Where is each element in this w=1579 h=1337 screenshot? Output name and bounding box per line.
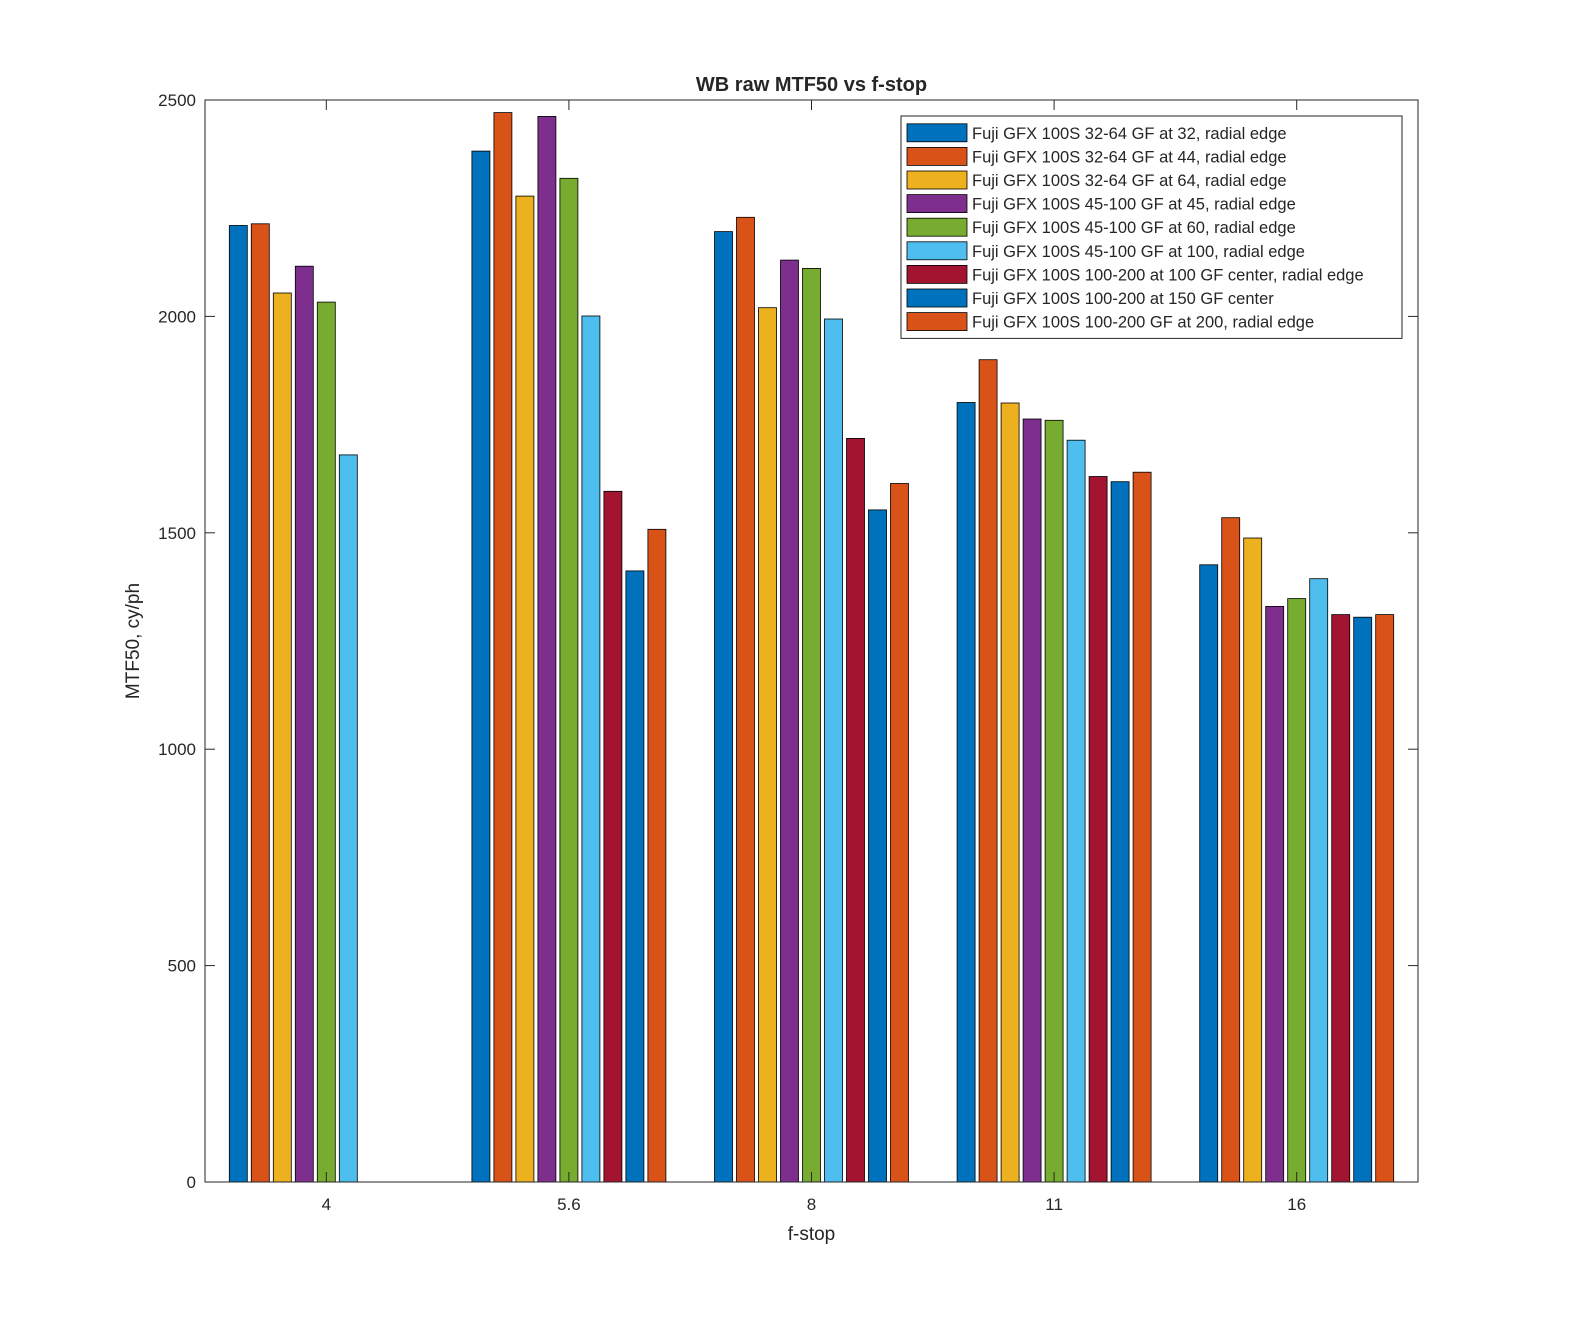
bar-8-fstop-8 bbox=[868, 509, 887, 1183]
legend-entry-label: Fuji GFX 100S 100-200 GF at 200, radial … bbox=[972, 314, 1314, 332]
bar-9-fstop-8 bbox=[890, 483, 909, 1183]
bar-7-fstop-11 bbox=[1088, 476, 1108, 1183]
legend-swatch bbox=[906, 194, 968, 214]
bar-3-fstop-11 bbox=[1000, 402, 1020, 1183]
bar-6-fstop-8 bbox=[824, 318, 843, 1183]
legend-entry-label: Fuji GFX 100S 32-64 GF at 44, radial edg… bbox=[972, 148, 1287, 166]
x-tick-label: 5.6 bbox=[557, 1195, 581, 1214]
x-tick-label: 8 bbox=[807, 1195, 816, 1214]
y-axis-label: MTF50, cy/ph bbox=[123, 583, 144, 699]
bar-6-fstop-4 bbox=[338, 454, 358, 1183]
y-tick-label: 1000 bbox=[158, 740, 196, 759]
bar-7-fstop-5_6 bbox=[603, 490, 623, 1183]
bar-4-fstop-4 bbox=[294, 265, 314, 1183]
y-tick-label: 500 bbox=[168, 957, 196, 976]
legend-entry-label: Fuji GFX 100S 45-100 GF at 60, radial ed… bbox=[972, 219, 1296, 237]
legend-swatch bbox=[906, 288, 968, 308]
bar-3-fstop-5_6 bbox=[515, 195, 535, 1183]
legend-swatch bbox=[906, 241, 968, 261]
y-tick-label: 0 bbox=[187, 1173, 196, 1192]
bars-group bbox=[228, 112, 1395, 1183]
ticks-group: 0 500 1000 1500 2000 2500 4 5.6 8 11 16 bbox=[158, 91, 1418, 1214]
bar-1-fstop-11 bbox=[956, 402, 976, 1183]
legend-box bbox=[900, 115, 1403, 339]
bar-4-fstop-11 bbox=[1022, 418, 1042, 1183]
bar-2-fstop-5_6 bbox=[493, 112, 513, 1183]
bar-8-fstop-11 bbox=[1110, 481, 1130, 1183]
bar-6-fstop-5_6 bbox=[581, 315, 601, 1183]
legend: Fuji GFX 100S 32-64 GF at 32, radial edg… bbox=[900, 115, 1403, 339]
bar-1-fstop-5_6 bbox=[471, 150, 491, 1183]
x-tick-label: 16 bbox=[1287, 1195, 1306, 1214]
bar-5-fstop-4 bbox=[316, 301, 336, 1183]
legend-entry-label: Fuji GFX 100S 100-200 at 100 GF center, … bbox=[972, 266, 1364, 284]
legend-swatch bbox=[906, 264, 968, 284]
x-axis-label: f-stop bbox=[788, 1224, 836, 1245]
bar-4-fstop-5_6 bbox=[537, 116, 557, 1183]
chart-title: WB raw MTF50 vs f-stop bbox=[696, 74, 927, 96]
bar-4-fstop-8 bbox=[780, 259, 799, 1183]
legend-entry-label: Fuji GFX 100S 32-64 GF at 64, radial edg… bbox=[972, 172, 1287, 190]
bar-2-fstop-11 bbox=[978, 359, 998, 1183]
y-tick-label: 2500 bbox=[158, 91, 196, 110]
bar-2-fstop-16 bbox=[1221, 517, 1241, 1183]
bar-6-fstop-16 bbox=[1309, 578, 1329, 1183]
bar-1-fstop-4 bbox=[228, 225, 248, 1183]
bar-3-fstop-4 bbox=[272, 292, 292, 1183]
bar-3-fstop-16 bbox=[1243, 537, 1263, 1183]
bar-1-fstop-16 bbox=[1199, 564, 1219, 1183]
bar-3-fstop-8 bbox=[758, 307, 777, 1183]
legend-swatch bbox=[906, 123, 968, 143]
legend-swatch bbox=[906, 170, 968, 190]
bar-5-fstop-11 bbox=[1044, 419, 1064, 1183]
bar-9-fstop-11 bbox=[1132, 471, 1152, 1183]
legend-entry-label: Fuji GFX 100S 100-200 at 150 GF center bbox=[972, 290, 1274, 308]
bar-9-fstop-5_6 bbox=[647, 528, 667, 1183]
bar-8-fstop-5_6 bbox=[625, 570, 645, 1183]
legend-swatch bbox=[906, 146, 968, 166]
bar-4-fstop-16 bbox=[1265, 606, 1285, 1183]
bar-5-fstop-16 bbox=[1287, 598, 1307, 1183]
y-tick-label: 2000 bbox=[158, 307, 196, 326]
bar-8-fstop-16 bbox=[1353, 616, 1373, 1183]
bar-9-fstop-16 bbox=[1375, 614, 1395, 1183]
bar-7-fstop-16 bbox=[1331, 614, 1351, 1183]
legend-entry-label: Fuji GFX 100S 45-100 GF at 45, radial ed… bbox=[972, 196, 1296, 214]
bar-7-fstop-8 bbox=[846, 437, 865, 1183]
legend-swatch bbox=[906, 217, 968, 237]
x-tick-label: 4 bbox=[322, 1195, 331, 1214]
bar-5-fstop-5_6 bbox=[559, 177, 579, 1183]
bar-5-fstop-8 bbox=[802, 267, 821, 1183]
bar-6-fstop-11 bbox=[1066, 439, 1086, 1183]
x-tick-label: 11 bbox=[1045, 1195, 1063, 1214]
legend-entry-label: Fuji GFX 100S 45-100 GF at 100, radial e… bbox=[972, 243, 1305, 261]
legend-swatch bbox=[906, 312, 968, 332]
bar-1-fstop-8 bbox=[714, 231, 733, 1183]
bar-2-fstop-8 bbox=[736, 216, 755, 1183]
bar-2-fstop-4 bbox=[250, 223, 270, 1183]
legend-entry-label: Fuji GFX 100S 32-64 GF at 32, radial edg… bbox=[972, 125, 1287, 143]
y-tick-label: 1500 bbox=[158, 524, 196, 543]
